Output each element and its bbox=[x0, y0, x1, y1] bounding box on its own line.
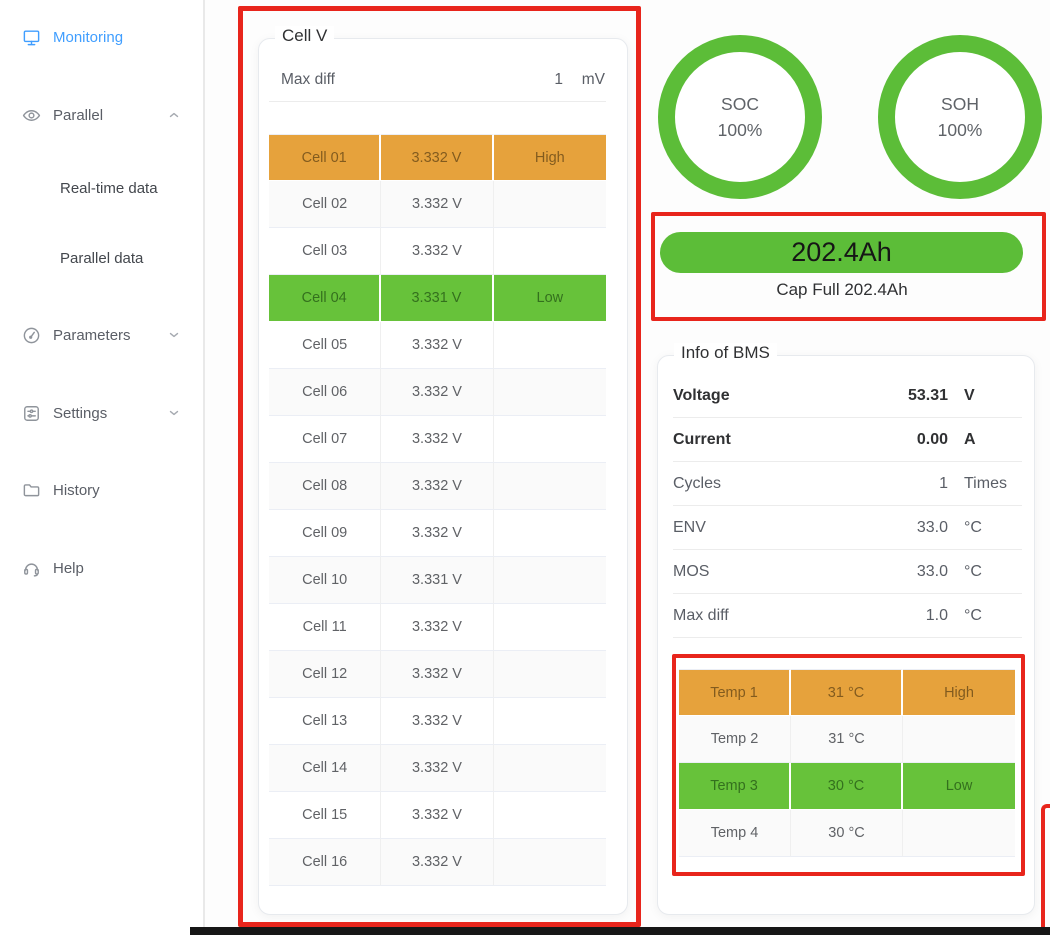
sidebar: Monitoring Parallel Real-time data Paral… bbox=[0, 0, 205, 935]
chevron-down-icon bbox=[167, 328, 181, 342]
capacity-caption: Cap Full 202.4Ah bbox=[776, 280, 908, 299]
cell-v-panel-title: Cell V bbox=[275, 26, 335, 46]
cell-row: Cell 13 3.332 V bbox=[269, 698, 606, 745]
cell-row: Cell 10 3.331 V bbox=[269, 557, 606, 604]
soc-label: SOC bbox=[721, 93, 759, 114]
folder-icon bbox=[22, 481, 41, 500]
bms-info-row: MOS 33.0 °C bbox=[673, 550, 1022, 594]
cell-table-body: Cell 01 3.332 V High Cell 02 3.332 V Cell 03 3… bbox=[269, 134, 606, 886]
soh-value: 100% bbox=[937, 119, 983, 140]
sidebar-item-label: Parallel bbox=[53, 106, 104, 124]
cell-row: Cell 01 3.332 V High bbox=[269, 134, 606, 181]
soh-label: SOH bbox=[941, 93, 979, 114]
sidebar-item-help[interactable]: Help bbox=[0, 551, 205, 585]
cell-row: Cell 08 3.332 V bbox=[269, 463, 606, 510]
annotation-box-partial bbox=[1041, 804, 1050, 935]
bms-info-row: Current 0.00 A bbox=[673, 418, 1022, 462]
sidebar-item-parallel-data[interactable]: Parallel data bbox=[0, 241, 205, 275]
bms-info-panel: Info of BMS Voltage 53.31 V Current 0.00 A Cyc… bbox=[657, 343, 1035, 915]
cell-voltage-table: Cell 01 3.332 V High Cell 02 3.332 V Cell 03 3… bbox=[269, 134, 606, 886]
capacity-pill: 202.4Ah bbox=[660, 232, 1023, 273]
max-diff-unit: mV bbox=[581, 71, 605, 88]
settings-icon bbox=[22, 404, 41, 423]
cell-row: Cell 04 3.331 V Low bbox=[269, 275, 606, 322]
cell-row: Cell 11 3.332 V bbox=[269, 604, 606, 651]
bms-info-list: Voltage 53.31 V Current 0.00 A Cycles 1 Times ENV… bbox=[658, 374, 1034, 638]
temp-row: Temp 4 30 °C bbox=[679, 810, 1015, 857]
divider bbox=[269, 101, 606, 102]
sidebar-item-label: History bbox=[53, 481, 100, 499]
sidebar-item-history[interactable]: History bbox=[0, 473, 205, 507]
temp-table-body: Temp 1 31 °C High Temp 2 31 °C Temp 3 30 °C Low… bbox=[679, 669, 1015, 857]
bms-info-row: Max diff 1.0 °C bbox=[673, 594, 1022, 638]
bottom-bar bbox=[190, 927, 1050, 935]
sidebar-item-settings[interactable]: Settings bbox=[0, 396, 205, 430]
bms-info-row: ENV 33.0 °C bbox=[673, 506, 1022, 550]
cell-v-panel: Cell V Max diff 1 mV Cell 01 3.332 V High C… bbox=[258, 26, 628, 915]
cell-row: Cell 14 3.332 V bbox=[269, 745, 606, 792]
temp-row: Temp 2 31 °C bbox=[679, 716, 1015, 763]
bms-info-panel-title: Info of BMS bbox=[674, 343, 777, 363]
sidebar-item-label: Parallel data bbox=[60, 249, 144, 267]
bms-info-row: Cycles 1 Times bbox=[673, 462, 1022, 506]
soh-gauge: SOH 100% bbox=[878, 35, 1042, 199]
cell-row: Cell 09 3.332 V bbox=[269, 510, 606, 557]
sidebar-item-label: Parameters bbox=[53, 326, 131, 344]
cell-row: Cell 05 3.332 V bbox=[269, 322, 606, 369]
max-diff-label: Max diff bbox=[281, 71, 335, 88]
sidebar-item-monitoring[interactable]: Monitoring bbox=[0, 20, 205, 54]
max-diff-value: 1 bbox=[554, 71, 563, 88]
temp-row: Temp 3 30 °C Low bbox=[679, 763, 1015, 810]
sidebar-item-parameters[interactable]: Parameters bbox=[0, 318, 205, 352]
soc-value: 100% bbox=[717, 119, 763, 140]
sidebar-item-parallel[interactable]: Parallel bbox=[0, 98, 205, 132]
cell-row: Cell 16 3.332 V bbox=[269, 839, 606, 886]
chevron-down-icon bbox=[167, 406, 181, 420]
bms-info-row: Voltage 53.31 V bbox=[673, 374, 1022, 418]
soc-gauge: SOC 100% bbox=[658, 35, 822, 199]
cell-row: Cell 06 3.332 V bbox=[269, 369, 606, 416]
cell-row: Cell 12 3.332 V bbox=[269, 651, 606, 698]
monitor-icon bbox=[22, 28, 41, 47]
chevron-up-icon bbox=[167, 108, 181, 122]
gauge-icon bbox=[22, 326, 41, 345]
cell-row: Cell 07 3.332 V bbox=[269, 416, 606, 463]
temp-row: Temp 1 31 °C High bbox=[679, 669, 1015, 716]
cell-row: Cell 03 3.332 V bbox=[269, 228, 606, 275]
sidebar-item-label: Help bbox=[53, 559, 84, 577]
eye-icon bbox=[22, 106, 41, 125]
sidebar-item-label: Settings bbox=[53, 404, 108, 422]
sidebar-item-label: Monitoring bbox=[53, 28, 124, 46]
sidebar-item-realtime-data[interactable]: Real-time data bbox=[0, 171, 205, 205]
max-diff-row: Max diff 1 mV bbox=[281, 63, 605, 97]
sidebar-item-label: Real-time data bbox=[60, 179, 158, 197]
temperature-table: Temp 1 31 °C High Temp 2 31 °C Temp 3 30 °C Low… bbox=[679, 669, 1015, 857]
capacity-pill-text: 202.4Ah bbox=[791, 237, 892, 267]
cell-row: Cell 02 3.332 V bbox=[269, 181, 606, 228]
cell-row: Cell 15 3.332 V bbox=[269, 792, 606, 839]
headset-icon bbox=[22, 559, 41, 578]
